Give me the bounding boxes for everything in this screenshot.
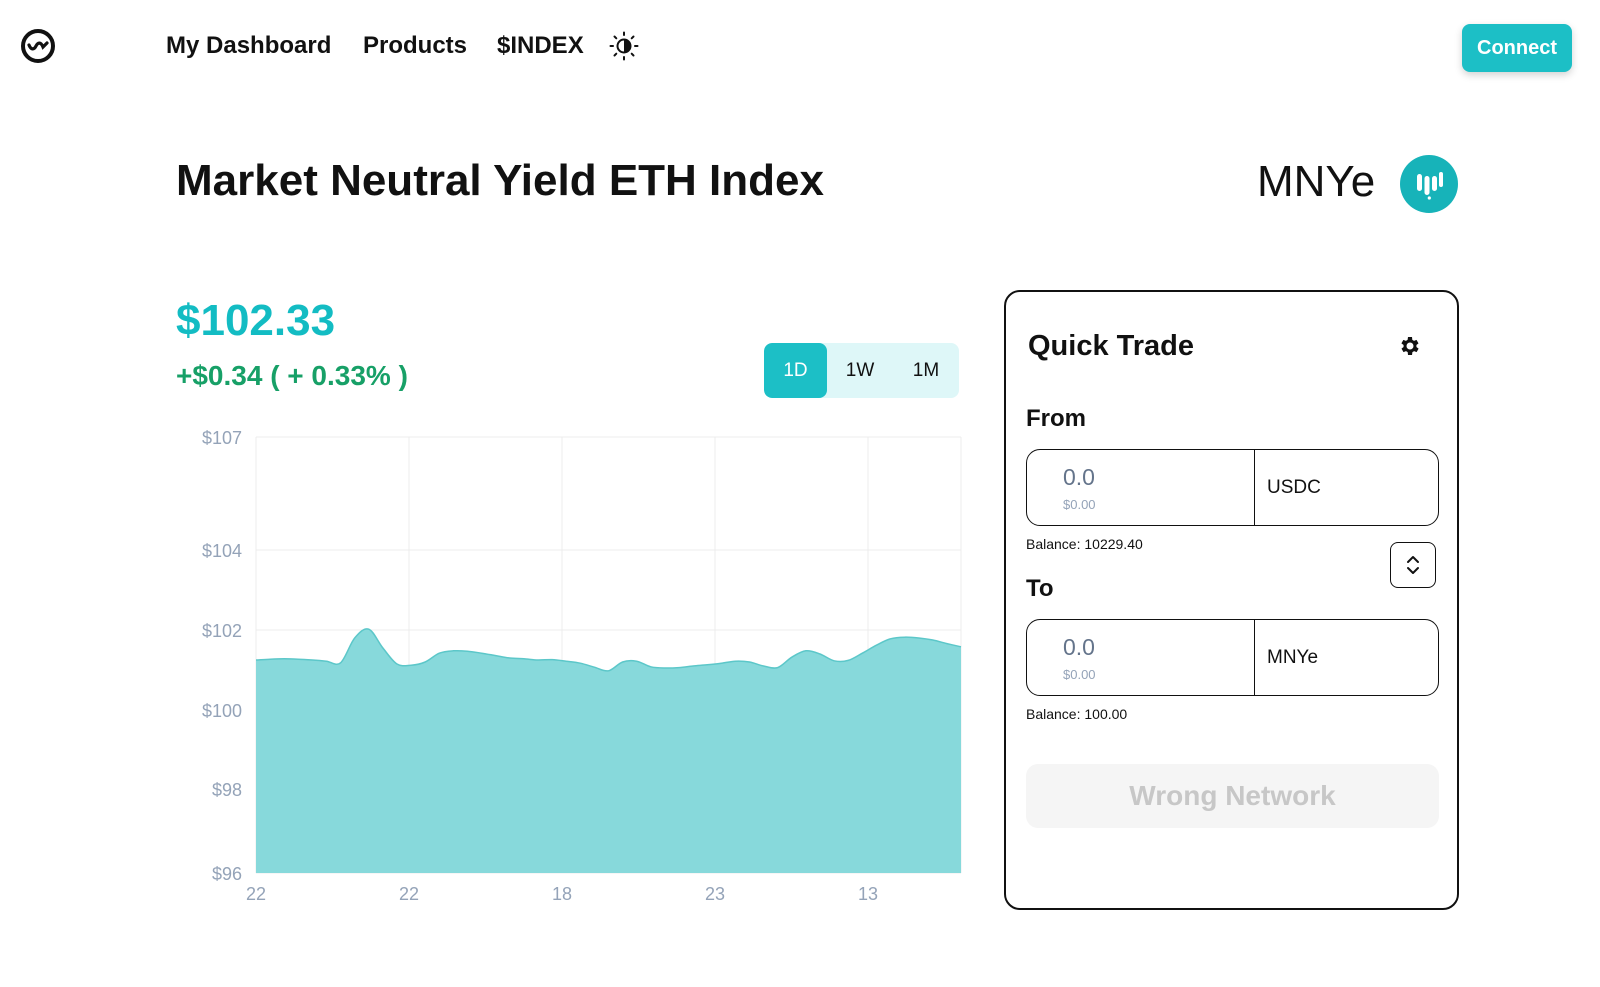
- from-balance: Balance: 10229.40: [1026, 536, 1143, 552]
- x-tick-label: 18: [552, 884, 572, 904]
- from-label: From: [1026, 405, 1086, 432]
- price-line: [255, 628, 962, 672]
- price-change: +$0.34 ( + 0.33% ): [176, 360, 408, 391]
- current-price: $102.33: [176, 296, 336, 345]
- connect-button[interactable]: Connect: [1462, 24, 1572, 72]
- to-token-selector[interactable]: MNYe: [1267, 646, 1319, 668]
- wrong-network-button[interactable]: Wrong Network: [1026, 764, 1439, 828]
- theme-toggle-icon[interactable]: [609, 31, 639, 61]
- nav-index[interactable]: $INDEX: [497, 32, 584, 59]
- to-field: 0.0 $0.00 MNYe: [1026, 619, 1439, 696]
- swap-direction-icon: [1407, 556, 1419, 574]
- x-tick-label: 23: [705, 884, 725, 904]
- to-balance: Balance: 100.00: [1026, 706, 1128, 722]
- nav-products[interactable]: Products: [363, 32, 468, 59]
- y-tick-label: $98: [212, 780, 242, 800]
- from-amount-placeholder: 0.0: [1063, 464, 1095, 490]
- to-usd-value: $0.00: [1063, 667, 1096, 682]
- token-logo-icon: [1400, 155, 1458, 213]
- range-1w-button[interactable]: 1W: [845, 359, 875, 381]
- x-tick-label: 13: [858, 884, 878, 904]
- to-amount-input[interactable]: 0.0 $0.00: [1027, 620, 1255, 695]
- logo-icon[interactable]: [20, 28, 56, 64]
- y-tick-label: $107: [202, 428, 242, 448]
- gear-icon[interactable]: [1398, 334, 1422, 358]
- x-tick-label: 22: [246, 884, 266, 904]
- quick-trade-title: Quick Trade: [1028, 330, 1195, 362]
- range-1m-button[interactable]: 1M: [912, 359, 940, 381]
- to-label: To: [1026, 575, 1054, 602]
- product-ticker: MNYe: [1257, 157, 1376, 206]
- range-1d-button[interactable]: 1D: [764, 343, 827, 398]
- y-tick-label: $96: [212, 864, 242, 884]
- from-usd-value: $0.00: [1063, 497, 1096, 512]
- swap-direction-button[interactable]: [1390, 542, 1436, 588]
- from-token-selector[interactable]: USDC: [1267, 476, 1321, 498]
- y-tick-label: $104: [202, 541, 242, 561]
- nav-my-dashboard[interactable]: My Dashboard: [166, 32, 332, 59]
- from-field: 0.0 $0.00 USDC: [1026, 449, 1439, 526]
- price-area: [256, 628, 961, 873]
- quick-trade-card: Quick Trade From 0.0 $0.00 USDC Balance:…: [1004, 290, 1459, 910]
- y-tick-label: $100: [202, 701, 242, 721]
- x-tick-label: 22: [399, 884, 419, 904]
- from-amount-input[interactable]: 0.0 $0.00: [1027, 450, 1255, 525]
- range-selector: 1D 1W 1M: [764, 343, 959, 398]
- y-tick-label: $102: [202, 621, 242, 641]
- page-title: Market Neutral Yield ETH Index: [176, 156, 824, 205]
- to-amount-placeholder: 0.0: [1063, 634, 1095, 660]
